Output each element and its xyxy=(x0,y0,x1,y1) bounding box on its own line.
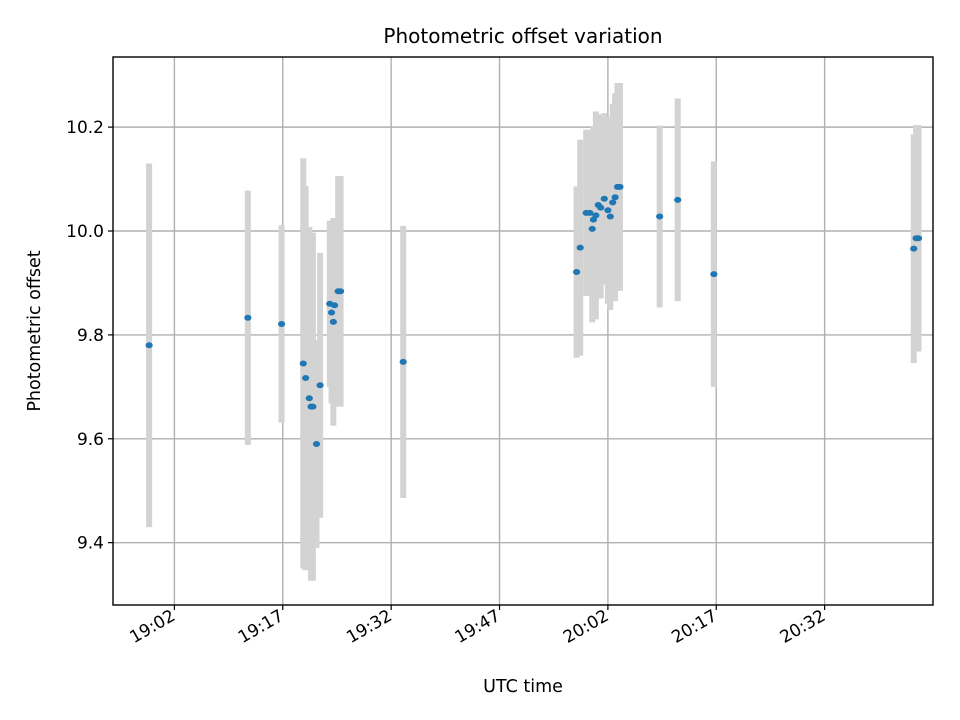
data-point xyxy=(399,358,407,365)
data-point xyxy=(611,194,619,201)
data-point xyxy=(329,318,337,325)
data-point xyxy=(244,314,252,321)
y-axis-title: Photometric offset xyxy=(25,250,45,411)
data-point xyxy=(309,403,317,410)
data-point xyxy=(674,196,682,203)
y-tick-label: 9.4 xyxy=(77,534,104,554)
data-point xyxy=(604,207,612,214)
y-tick-label: 9.6 xyxy=(77,430,104,450)
data-point xyxy=(316,382,324,389)
data-point xyxy=(910,245,918,252)
data-point xyxy=(305,395,313,402)
data-point xyxy=(327,309,336,316)
data-point xyxy=(572,269,581,276)
data-point-layer xyxy=(145,183,923,447)
data-point xyxy=(302,375,310,382)
chart-title: Photometric offset variation xyxy=(383,24,662,48)
data-point xyxy=(656,213,664,220)
y-tick-label: 9.8 xyxy=(77,326,104,346)
data-point xyxy=(914,235,923,242)
data-point xyxy=(616,183,624,190)
data-point xyxy=(330,302,339,309)
data-point xyxy=(588,225,596,232)
data-point xyxy=(597,204,605,211)
y-tick-label: 10.0 xyxy=(66,222,104,242)
data-point xyxy=(277,320,286,327)
y-axis-ticks: 9.4 9.6 9.8 10.0 10.2 xyxy=(66,118,113,554)
y-tick-label: 10.2 xyxy=(66,118,104,138)
data-point xyxy=(606,213,614,220)
data-point xyxy=(312,440,321,447)
data-point xyxy=(576,244,584,251)
data-point xyxy=(592,212,600,219)
data-point xyxy=(336,288,345,295)
data-point xyxy=(600,195,608,202)
data-point xyxy=(299,360,307,367)
data-point xyxy=(609,199,617,206)
data-point xyxy=(710,271,718,278)
data-point xyxy=(145,342,153,349)
plot-frame xyxy=(112,56,934,606)
x-axis-title: UTC time xyxy=(483,677,563,697)
data-point xyxy=(586,209,594,216)
